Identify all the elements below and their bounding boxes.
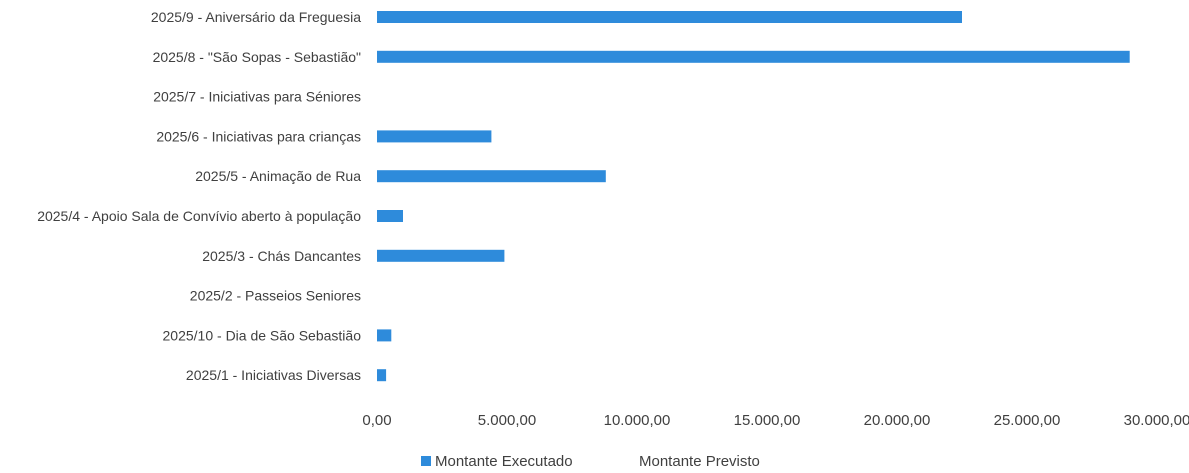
x-tick-label: 10.000,00 [604, 412, 671, 429]
category-label: 2025/5 - Animação de Rua [195, 168, 361, 184]
x-tick-label: 20.000,00 [864, 412, 931, 429]
category-labels: 2025/9 - Aniversário da Freguesia 2025/8 … [37, 9, 361, 383]
x-tick-label: 15.000,00 [734, 412, 801, 429]
x-axis-tick-labels: 0,00 5.000,00 10.000,00 15.000,00 20.000,00 2… [362, 412, 1189, 429]
legend-label: Montante Executado [435, 453, 573, 470]
category-label: 2025/4 - Apoio Sala de Convívio aberto à… [37, 208, 361, 224]
bar-montante-executado [377, 249, 505, 262]
bar-montante-executado [377, 210, 403, 222]
category-label: 2025/3 - Chás Dancantes [202, 248, 361, 264]
category-label: 2025/2 - Passeios Seniores [190, 288, 361, 304]
category-label: 2025/1 - Iniciativas Diversas [186, 367, 361, 383]
x-tick-label: 25.000,00 [994, 412, 1061, 429]
bar-montante-executado [377, 50, 1130, 63]
bar-montante-executado [377, 11, 962, 23]
legend-swatch [421, 456, 431, 466]
category-label: 2025/6 - Iniciativas para crianças [156, 128, 361, 144]
bars-group [377, 11, 1130, 382]
x-tick-label: 0,00 [362, 412, 391, 429]
bar-montante-executado [377, 329, 392, 342]
bar-montante-executado [377, 170, 606, 183]
category-label: 2025/9 - Aniversário da Freguesia [151, 9, 361, 25]
legend-label: Montante Previsto [639, 453, 760, 470]
category-label: 2025/8 - "São Sopas - Sebastião" [153, 49, 361, 65]
x-tick-label: 30.000,00 [1124, 412, 1189, 429]
x-tick-label: 5.000,00 [478, 412, 536, 429]
legend-swatch [625, 456, 635, 466]
category-label: 2025/10 - Dia de São Sebastião [163, 327, 362, 343]
bar-montante-executado [377, 130, 492, 143]
category-label: 2025/7 - Iniciativas para Séniores [153, 89, 361, 105]
bar-montante-executado [377, 369, 387, 382]
legend: Montante Executado Montante Previsto [421, 453, 760, 470]
